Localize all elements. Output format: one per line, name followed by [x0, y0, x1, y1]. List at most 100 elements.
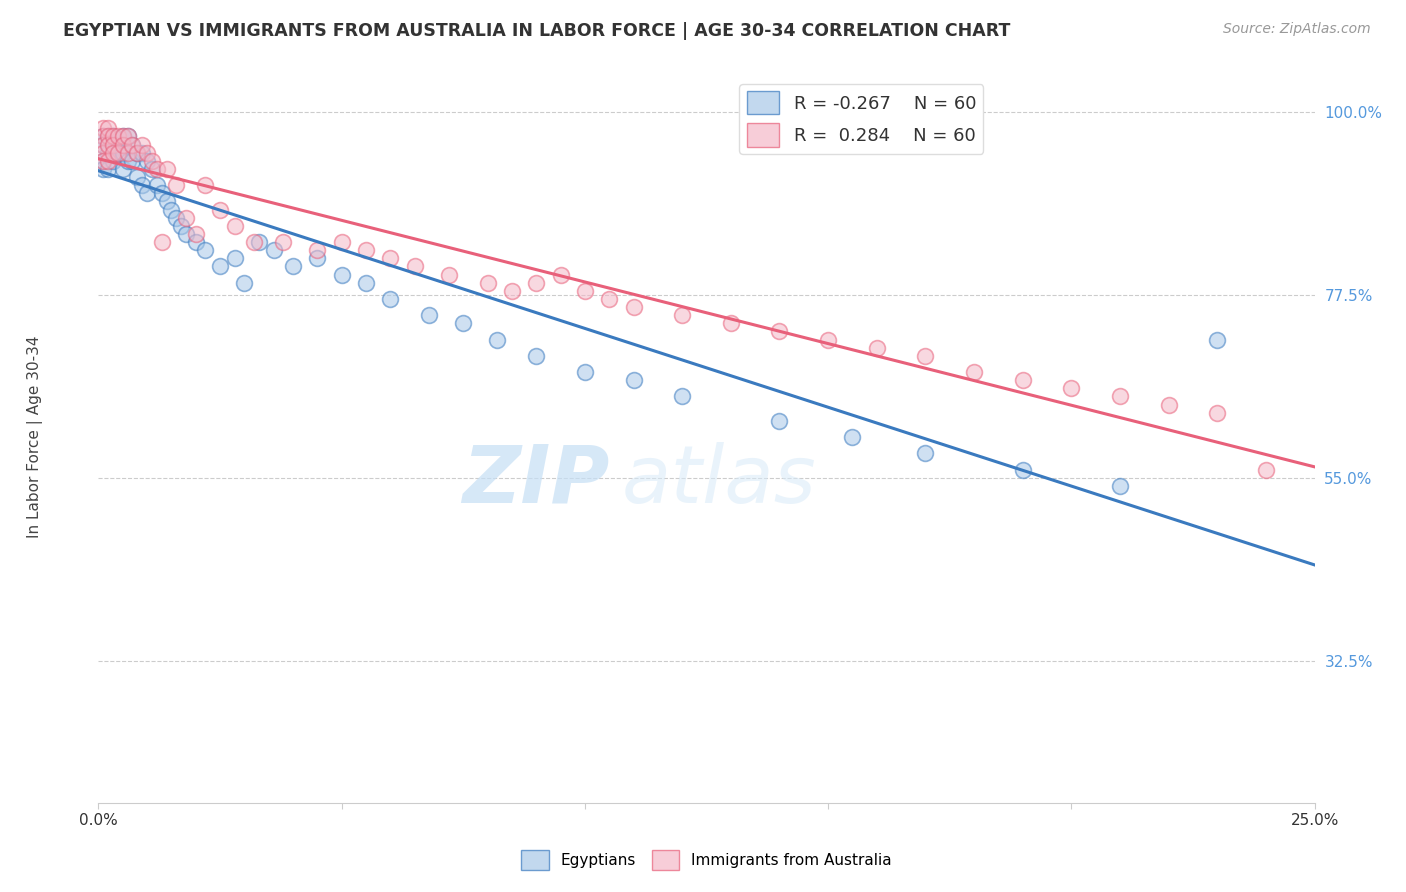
- Legend: Egyptians, Immigrants from Australia: Egyptians, Immigrants from Australia: [515, 844, 898, 876]
- Point: [574, 365, 596, 379]
- Point: [671, 389, 693, 403]
- Point: [1254, 462, 1277, 476]
- Point: [233, 276, 256, 290]
- Point: [524, 349, 547, 363]
- Point: [330, 268, 353, 282]
- Point: [97, 129, 120, 144]
- Point: [184, 235, 207, 249]
- Text: ZIP: ZIP: [461, 442, 609, 520]
- Point: [91, 137, 114, 152]
- Point: [107, 145, 129, 160]
- Point: [136, 153, 159, 168]
- Point: [121, 153, 143, 168]
- Point: [91, 153, 114, 168]
- Point: [141, 153, 163, 168]
- Point: [307, 243, 329, 257]
- Point: [247, 235, 270, 249]
- Point: [963, 365, 986, 379]
- Point: [380, 292, 402, 306]
- Point: [160, 202, 183, 217]
- Point: [97, 153, 120, 168]
- Point: [720, 316, 742, 330]
- Point: [243, 235, 266, 249]
- Point: [354, 243, 377, 257]
- Point: [107, 137, 129, 152]
- Point: [150, 186, 173, 201]
- Point: [97, 129, 120, 144]
- Point: [914, 446, 936, 460]
- Point: [117, 129, 139, 144]
- Point: [136, 145, 159, 160]
- Point: [1011, 462, 1033, 476]
- Point: [174, 211, 197, 225]
- Point: [418, 308, 440, 322]
- Point: [97, 121, 120, 136]
- Point: [111, 129, 134, 144]
- Text: EGYPTIAN VS IMMIGRANTS FROM AUSTRALIA IN LABOR FORCE | AGE 30-34 CORRELATION CHA: EGYPTIAN VS IMMIGRANTS FROM AUSTRALIA IN…: [63, 22, 1011, 40]
- Point: [623, 300, 645, 314]
- Point: [194, 178, 217, 193]
- Point: [354, 276, 377, 290]
- Point: [111, 129, 134, 144]
- Point: [263, 243, 285, 257]
- Point: [107, 129, 129, 144]
- Point: [127, 145, 149, 160]
- Point: [91, 137, 114, 152]
- Point: [146, 161, 169, 176]
- Point: [768, 325, 790, 339]
- Point: [117, 129, 139, 144]
- Point: [101, 129, 124, 144]
- Point: [111, 161, 134, 176]
- Point: [136, 186, 159, 201]
- Point: [1206, 333, 1229, 347]
- Point: [91, 153, 114, 168]
- Point: [209, 202, 232, 217]
- Point: [121, 137, 143, 152]
- Point: [1206, 406, 1229, 420]
- Point: [817, 333, 839, 347]
- Point: [91, 129, 114, 144]
- Text: atlas: atlas: [621, 442, 815, 520]
- Point: [141, 161, 163, 176]
- Point: [97, 137, 120, 152]
- Point: [170, 219, 193, 233]
- Point: [477, 276, 499, 290]
- Point: [866, 341, 889, 355]
- Point: [97, 161, 120, 176]
- Point: [281, 260, 304, 274]
- Point: [209, 260, 232, 274]
- Point: [101, 145, 124, 160]
- Point: [117, 153, 139, 168]
- Point: [127, 145, 149, 160]
- Point: [101, 153, 124, 168]
- Point: [1109, 479, 1132, 493]
- Point: [453, 316, 475, 330]
- Point: [131, 145, 153, 160]
- Point: [550, 268, 572, 282]
- Point: [1109, 389, 1132, 403]
- Point: [437, 268, 460, 282]
- Point: [117, 145, 139, 160]
- Point: [524, 276, 547, 290]
- Point: [97, 145, 120, 160]
- Point: [271, 235, 294, 249]
- Point: [107, 145, 129, 160]
- Point: [101, 129, 124, 144]
- Point: [121, 137, 143, 152]
- Point: [486, 333, 509, 347]
- Point: [574, 284, 596, 298]
- Point: [91, 121, 114, 136]
- Point: [194, 243, 217, 257]
- Point: [155, 194, 177, 209]
- Point: [150, 235, 173, 249]
- Point: [224, 219, 246, 233]
- Point: [155, 161, 177, 176]
- Point: [671, 308, 693, 322]
- Point: [184, 227, 207, 241]
- Point: [1011, 373, 1033, 387]
- Point: [101, 137, 124, 152]
- Point: [146, 178, 169, 193]
- Text: Source: ZipAtlas.com: Source: ZipAtlas.com: [1223, 22, 1371, 37]
- Point: [131, 137, 153, 152]
- Point: [1060, 381, 1083, 395]
